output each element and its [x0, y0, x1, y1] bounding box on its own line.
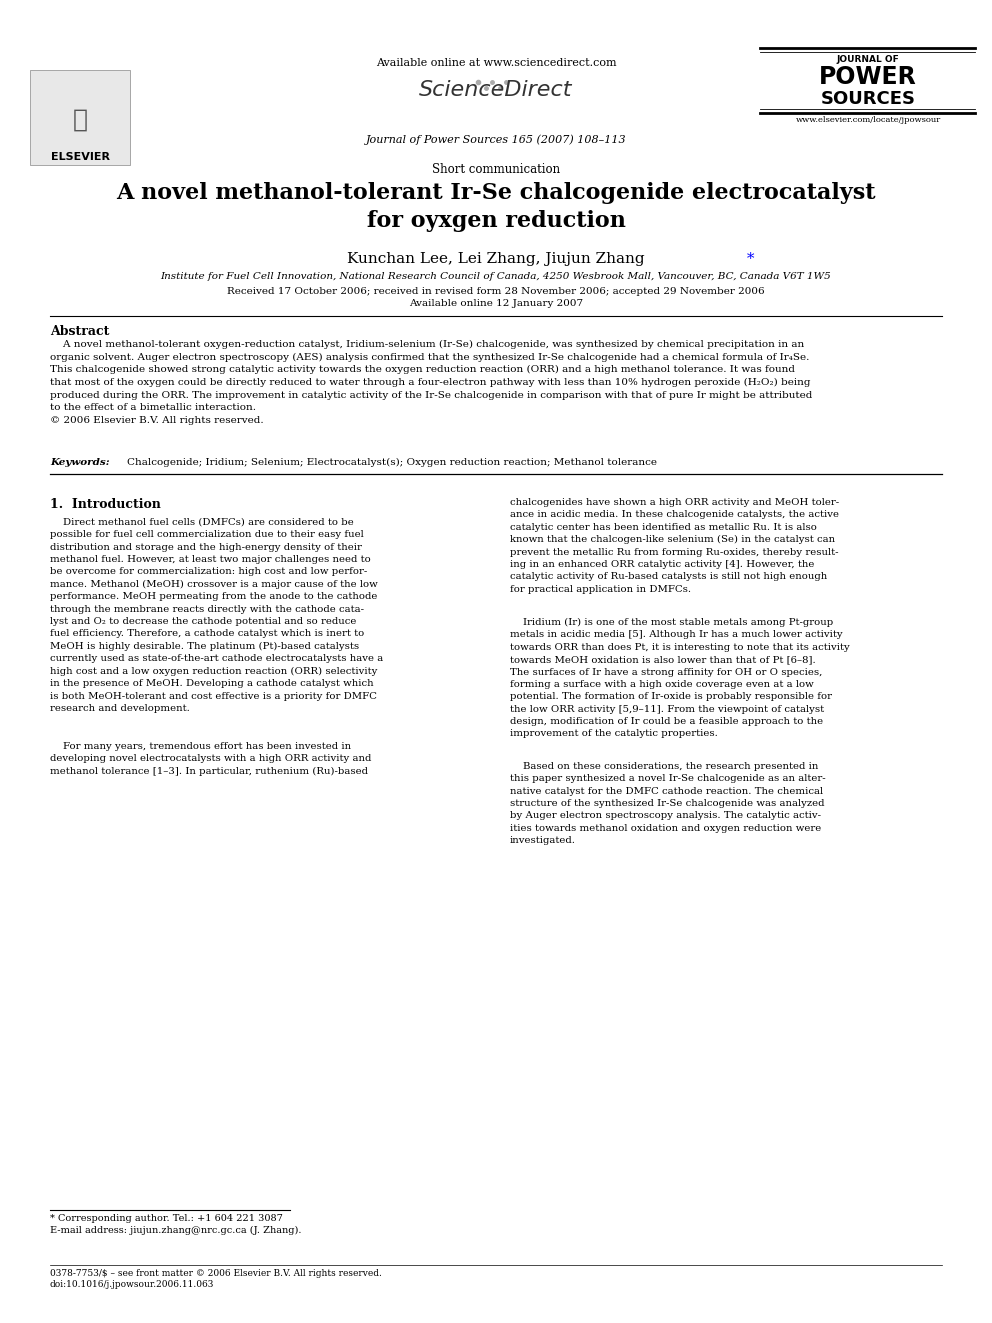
Text: ELSEVIER: ELSEVIER	[51, 152, 109, 161]
Text: Journal of Power Sources 165 (2007) 108–113: Journal of Power Sources 165 (2007) 108–…	[366, 134, 626, 144]
Text: Available online 12 January 2007: Available online 12 January 2007	[409, 299, 583, 308]
Text: ScienceDirect: ScienceDirect	[420, 79, 572, 101]
Text: POWER: POWER	[819, 65, 917, 89]
Text: 1.  Introduction: 1. Introduction	[50, 497, 161, 511]
Text: A novel methanol-tolerant oxygen-reduction catalyst, Iridium-selenium (Ir-Se) ch: A novel methanol-tolerant oxygen-reducti…	[50, 340, 812, 425]
Text: Received 17 October 2006; received in revised form 28 November 2006; accepted 29: Received 17 October 2006; received in re…	[227, 287, 765, 296]
Text: Abstract: Abstract	[50, 325, 109, 337]
Text: Short communication: Short communication	[432, 163, 560, 176]
Text: Kunchan Lee, Lei Zhang, Jiujun Zhang: Kunchan Lee, Lei Zhang, Jiujun Zhang	[347, 251, 645, 266]
Text: * Corresponding author. Tel.: +1 604 221 3087: * Corresponding author. Tel.: +1 604 221…	[50, 1215, 283, 1222]
Bar	[30, 70, 130, 165]
Text: For many years, tremendous effort has been invested in
developing novel electroc: For many years, tremendous effort has be…	[50, 742, 371, 775]
Text: Institute for Fuel Cell Innovation, National Research Council of Canada, 4250 We: Institute for Fuel Cell Innovation, Nati…	[161, 273, 831, 280]
Text: Keywords:: Keywords:	[50, 458, 110, 467]
Text: Direct methanol fuel cells (DMFCs) are considered to be
possible for fuel cell c: Direct methanol fuel cells (DMFCs) are c…	[50, 519, 383, 713]
Text: A novel methanol-tolerant Ir-Se chalcogenide electrocatalyst
for oyxgen reductio: A novel methanol-tolerant Ir-Se chalcoge…	[116, 183, 876, 232]
Text: *: *	[742, 251, 755, 266]
Text: www.elsevier.com/locate/jpowsour: www.elsevier.com/locate/jpowsour	[796, 116, 940, 124]
Text: 0378-7753/$ – see front matter © 2006 Elsevier B.V. All rights reserved.: 0378-7753/$ – see front matter © 2006 El…	[50, 1269, 382, 1278]
Text: Iridium (Ir) is one of the most stable metals among Pt-group
metals in acidic me: Iridium (Ir) is one of the most stable m…	[510, 618, 850, 738]
Text: Based on these considerations, the research presented in
this paper synthesized : Based on these considerations, the resea…	[510, 762, 825, 845]
Text: Available online at www.sciencedirect.com: Available online at www.sciencedirect.co…	[376, 58, 616, 67]
Text: chalcogenides have shown a high ORR activity and MeOH toler-
ance in acidic medi: chalcogenides have shown a high ORR acti…	[510, 497, 839, 594]
Text: Chalcogenide; Iridium; Selenium; Electrocatalyst(s); Oxygen reduction reaction; : Chalcogenide; Iridium; Selenium; Electro…	[127, 458, 657, 467]
Text: 🌲: 🌲	[72, 108, 87, 132]
Text: doi:10.1016/j.jpowsour.2006.11.063: doi:10.1016/j.jpowsour.2006.11.063	[50, 1279, 214, 1289]
Text: SOURCES: SOURCES	[820, 90, 916, 108]
Text: JOURNAL OF: JOURNAL OF	[836, 56, 900, 64]
Text: E-mail address: jiujun.zhang@nrc.gc.ca (J. Zhang).: E-mail address: jiujun.zhang@nrc.gc.ca (…	[50, 1226, 302, 1236]
